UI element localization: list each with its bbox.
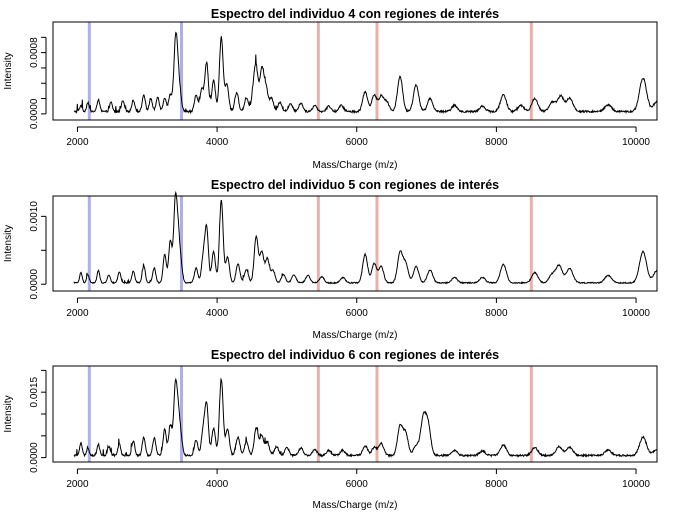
spectrum-panel-2: Espectro del individuo 5 con regiones de… (3, 178, 658, 341)
spectrum-line (73, 190, 658, 285)
x-tick-label: 8000 (485, 308, 508, 319)
x-tick-label: 4000 (206, 308, 229, 319)
spectrum-line (73, 31, 658, 115)
x-tick-label: 6000 (346, 479, 369, 490)
y-axis-label: Intensity (3, 52, 14, 89)
chart-title: Espectro del individuo 6 con regiones de… (211, 348, 499, 362)
y-tick-label: 0.0000 (29, 98, 40, 129)
chart-title: Espectro del individuo 4 con regiones de… (211, 7, 499, 21)
x-tick-label: 4000 (206, 137, 229, 148)
x-tick-label: 8000 (485, 137, 508, 148)
x-tick-label: 2000 (66, 308, 89, 319)
x-tick-label: 8000 (485, 479, 508, 490)
x-tick-label: 4000 (206, 479, 229, 490)
spectrum-line (73, 377, 658, 458)
x-tick-label: 10000 (622, 137, 650, 148)
spectrum-panel-3: Espectro del individuo 6 con regiones de… (3, 348, 658, 511)
x-tick-label: 10000 (622, 308, 650, 319)
y-tick-label: 0.0015 (29, 376, 40, 407)
y-axis-label: Intensity (3, 395, 14, 432)
y-axis-label: Intensity (3, 225, 14, 262)
x-tick-label: 6000 (346, 137, 369, 148)
x-tick-label: 2000 (66, 479, 89, 490)
y-tick-label: 0.0008 (29, 37, 40, 68)
y-tick-label: 0.0000 (29, 268, 40, 299)
plot-frame (52, 365, 658, 463)
plot-frame (52, 21, 658, 121)
chart-title: Espectro del individuo 5 con regiones de… (211, 178, 499, 192)
y-tick-label: 0.0010 (29, 201, 40, 232)
x-axis-label: Mass/Charge (m/z) (312, 160, 397, 171)
x-tick-label: 10000 (622, 479, 650, 490)
spectrum-panel-1: Espectro del individuo 4 con regiones de… (3, 7, 658, 171)
y-tick-label: 0.0000 (29, 442, 40, 473)
x-tick-label: 6000 (346, 308, 369, 319)
x-axis-label: Mass/Charge (m/z) (312, 500, 397, 511)
x-tick-label: 2000 (66, 137, 89, 148)
x-axis-label: Mass/Charge (m/z) (312, 330, 397, 341)
plot-frame (52, 195, 658, 292)
